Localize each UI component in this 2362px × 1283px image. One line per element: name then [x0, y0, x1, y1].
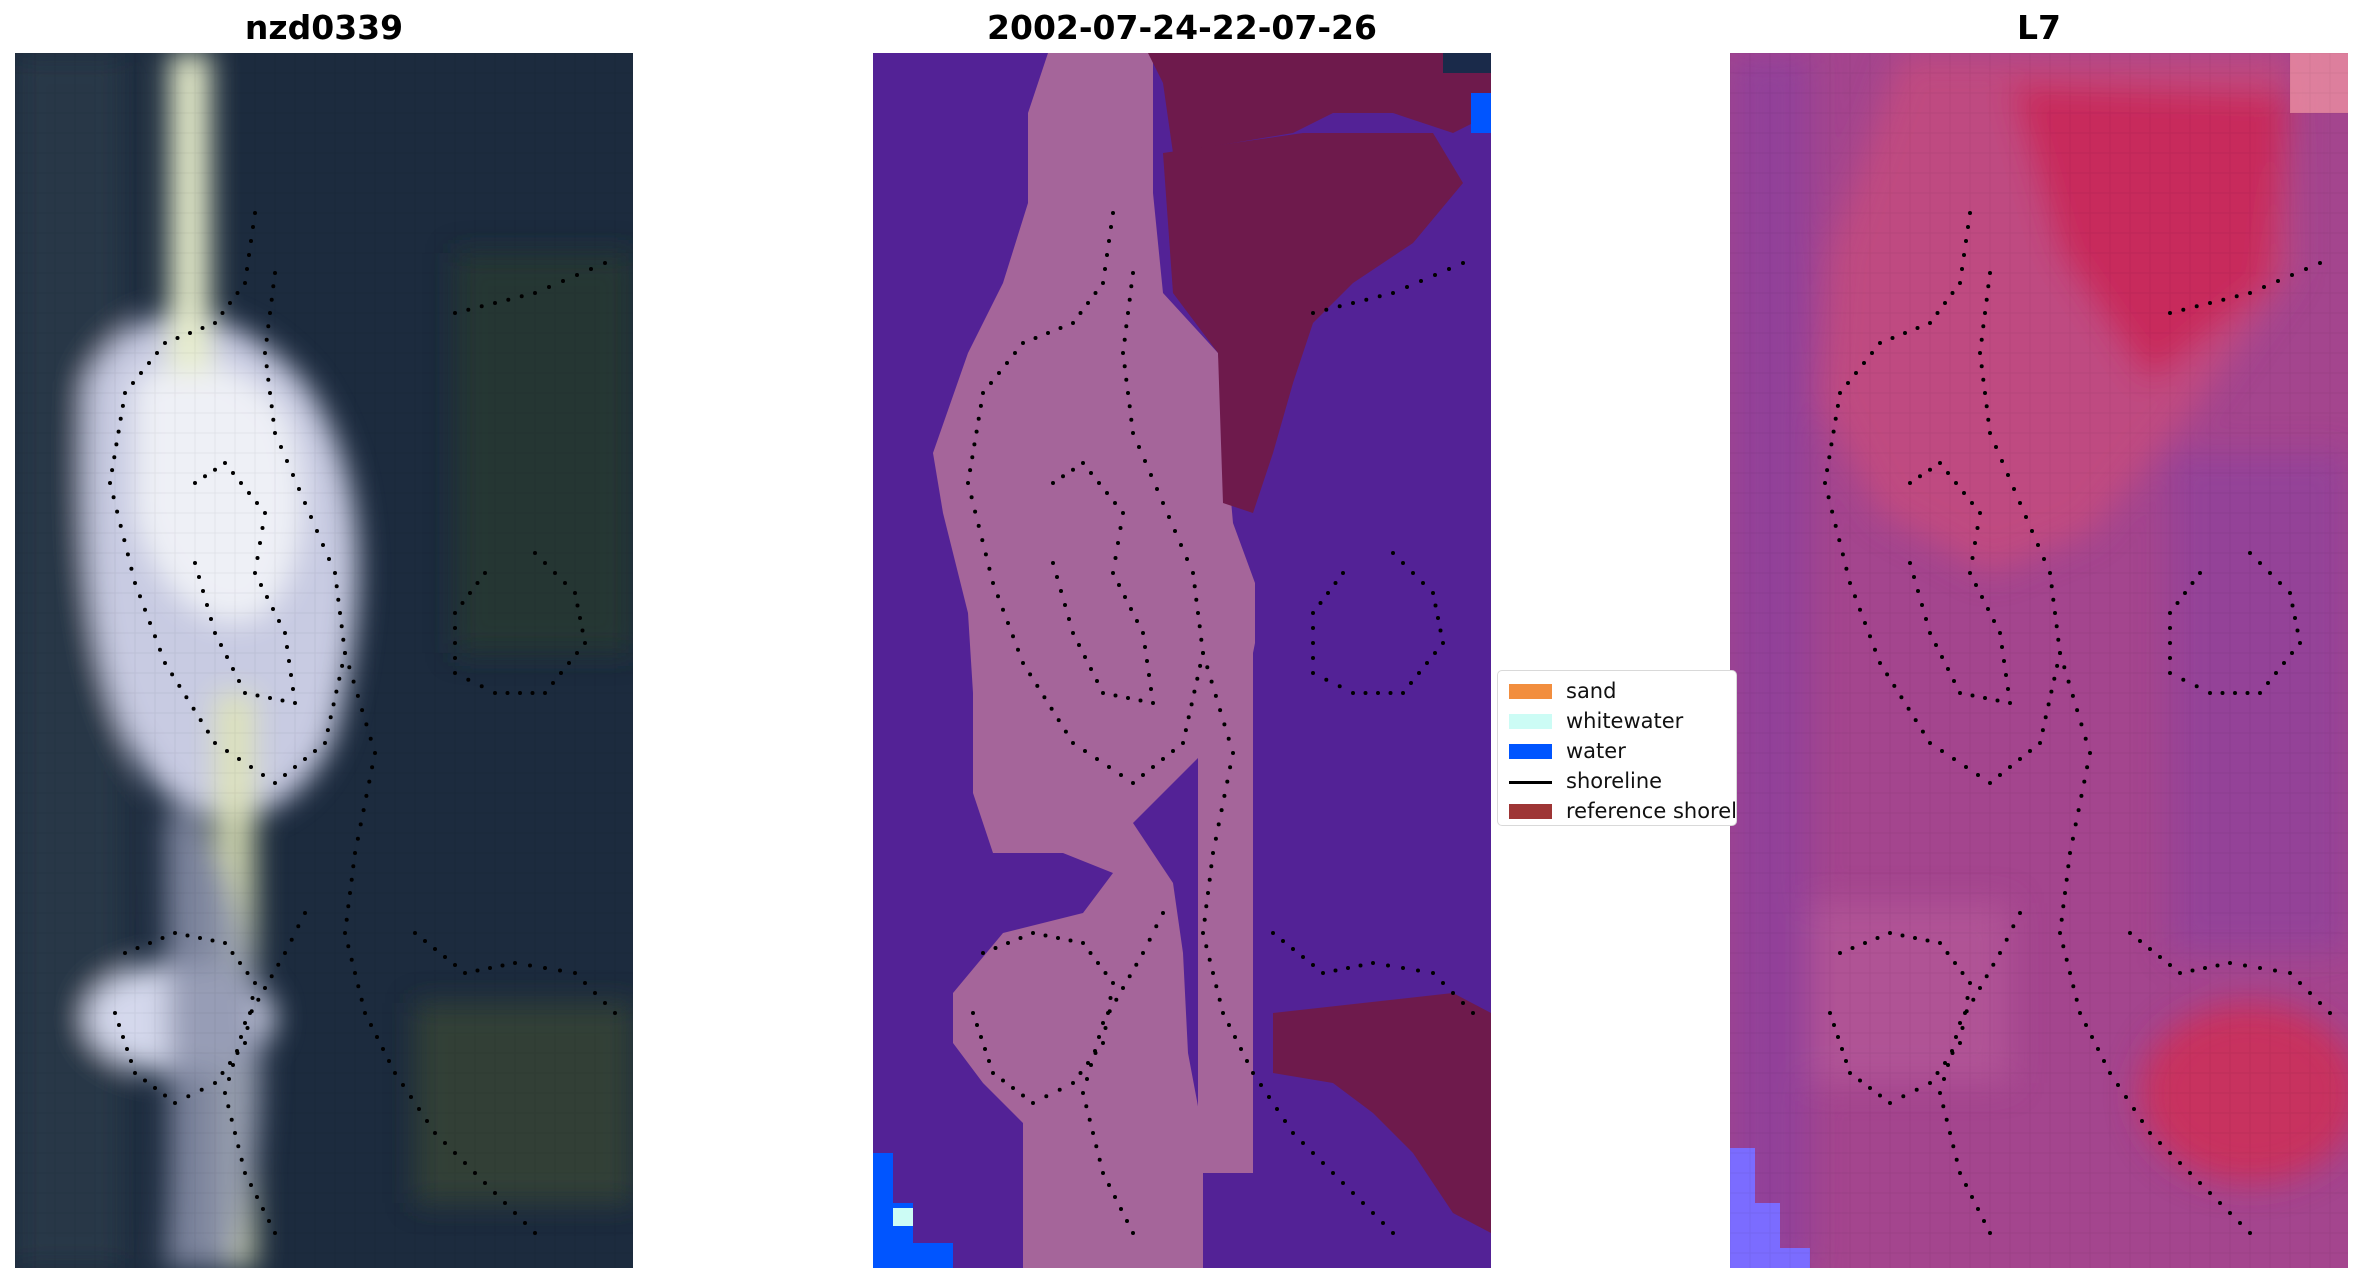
classification-map	[873, 53, 1491, 1268]
index-image-panel	[1730, 53, 2348, 1268]
classification-panel	[873, 53, 1491, 1268]
legend-swatch-water	[1509, 744, 1552, 759]
legend-item-water: water	[1498, 736, 1736, 766]
rgb-image-panel	[15, 53, 633, 1268]
legend-label-whitewater: whitewater	[1566, 709, 1684, 733]
legend-item-sand: sand	[1498, 676, 1736, 706]
panel-title-rgb: nzd0339	[244, 8, 404, 47]
legend-item-whitewater: whitewater	[1498, 706, 1736, 736]
legend-swatch-reference-shoreline	[1509, 804, 1552, 819]
legend-label-sand: sand	[1566, 679, 1617, 703]
legend-line-shoreline	[1509, 781, 1552, 784]
legend-label-reference-shoreline: reference shoreline	[1566, 799, 1737, 823]
rgb-image	[15, 53, 633, 1268]
panel-title-classification: 2002-07-24-22-07-26	[987, 8, 1377, 47]
panel-title-index: L7	[2017, 8, 2061, 47]
legend-label-water: water	[1566, 739, 1626, 763]
legend-item-reference-shoreline: reference shoreline	[1498, 796, 1737, 825]
legend: sand whitewater water shoreline referenc…	[1497, 670, 1737, 826]
legend-swatch-whitewater	[1509, 714, 1552, 729]
legend-swatch-sand	[1509, 684, 1552, 699]
legend-item-shoreline: shoreline	[1498, 766, 1736, 796]
legend-label-shoreline: shoreline	[1566, 769, 1663, 793]
index-image	[1730, 53, 2348, 1268]
